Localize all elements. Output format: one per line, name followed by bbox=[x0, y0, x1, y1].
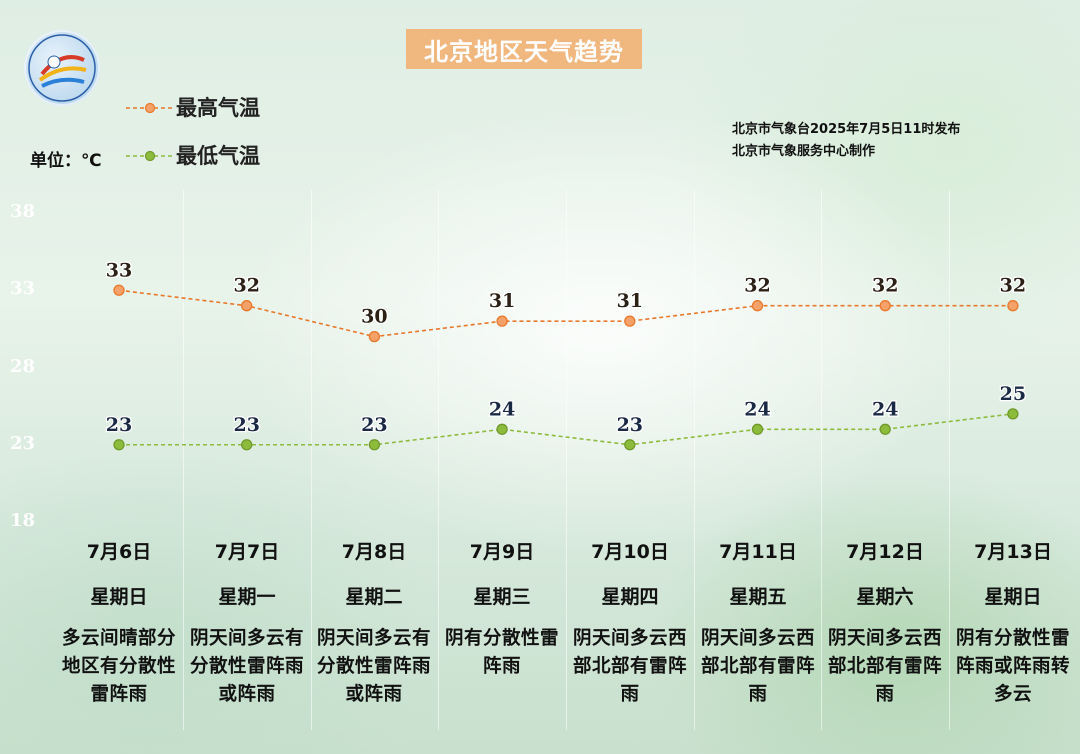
day-column: 7月6日星期日多云间晴部分 地区有分散性 雷阵雨 bbox=[57, 538, 181, 709]
data-point-low bbox=[496, 423, 508, 435]
data-label-low: 23 bbox=[361, 414, 387, 436]
x-tick-date: 7月11日 bbox=[719, 541, 797, 563]
y-tick-label: 18 bbox=[10, 510, 36, 531]
weather-description: 多云间晴部分 地区有分散性 雷阵雨 bbox=[61, 628, 176, 705]
weather-description: 阴有分散性雷 阵雨或阵雨转 多云 bbox=[955, 628, 1070, 705]
data-label-high: 30 bbox=[361, 306, 387, 328]
weekday-label: 星期日 bbox=[984, 586, 1042, 608]
weekday-label: 星期四 bbox=[601, 586, 659, 608]
column-divider bbox=[566, 190, 567, 730]
data-label-low: 23 bbox=[106, 414, 132, 436]
weather-description: 阴天间多云有 分散性雷阵雨 或阵雨 bbox=[189, 628, 304, 705]
weekday-label: 星期一 bbox=[218, 586, 276, 608]
data-point-high bbox=[496, 315, 508, 327]
data-label-low: 24 bbox=[489, 398, 515, 420]
data-label-low: 23 bbox=[233, 414, 259, 436]
x-tick-date: 7月12日 bbox=[846, 541, 924, 563]
data-label-low: 23 bbox=[617, 414, 643, 436]
column-divider bbox=[183, 190, 184, 730]
weekday-label: 星期二 bbox=[345, 586, 403, 608]
weather-description: 阴天间多云西 部北部有雷阵雨 bbox=[572, 628, 687, 705]
day-column: 7月10日星期四阴天间多云西 部北部有雷阵雨 bbox=[568, 538, 692, 709]
data-label-high: 32 bbox=[1000, 275, 1026, 297]
weather-description: 阴天间多云有 分散性雷阵雨 或阵雨 bbox=[316, 628, 431, 705]
day-column: 7月9日星期三阴有分散性雷 阵雨 bbox=[440, 538, 564, 681]
issuer-line-1: 北京市气象台2025年7月5日11时发布 bbox=[732, 122, 961, 137]
weekday-label: 星期日 bbox=[90, 586, 148, 608]
issuer-line-2: 北京市气象服务中心制作 bbox=[732, 144, 876, 159]
data-point-high bbox=[879, 300, 891, 312]
x-tick-date: 7月7日 bbox=[214, 541, 280, 563]
data-label-high: 32 bbox=[744, 275, 770, 297]
legend-swatch-low bbox=[126, 150, 174, 161]
data-label-high: 33 bbox=[106, 259, 132, 281]
x-tick-date: 7月13日 bbox=[974, 541, 1052, 563]
legend-label-high: 最高气温 bbox=[176, 96, 260, 120]
legend-item-low: 最低气温 bbox=[124, 140, 260, 170]
unit-label: 单位：℃ bbox=[30, 151, 102, 171]
legend-item-high: 最高气温 bbox=[124, 92, 260, 122]
data-point-low bbox=[624, 439, 636, 451]
legend-label-low: 最低气温 bbox=[176, 144, 260, 168]
column-divider bbox=[311, 190, 312, 730]
data-label-high: 32 bbox=[872, 275, 898, 297]
data-point-high bbox=[241, 300, 253, 312]
data-point-high bbox=[368, 330, 381, 343]
series-line-high bbox=[118, 289, 1013, 338]
weekday-label: 星期五 bbox=[729, 586, 787, 608]
y-tick-label: 38 bbox=[10, 201, 36, 222]
data-point-low bbox=[368, 439, 381, 451]
column-divider bbox=[949, 190, 950, 730]
series-line-low bbox=[119, 413, 1013, 446]
data-point-low bbox=[113, 439, 125, 451]
y-tick-label: 28 bbox=[10, 355, 36, 377]
x-tick-date: 7月9日 bbox=[469, 541, 535, 563]
data-point-low bbox=[1007, 408, 1019, 420]
weather-description: 阴天间多云西 部北部有雷阵雨 bbox=[700, 628, 815, 705]
data-label-low: 24 bbox=[872, 398, 898, 420]
day-column: 7月11日星期五阴天间多云西 部北部有雷阵雨 bbox=[696, 538, 820, 709]
weekday-label: 星期三 bbox=[473, 586, 531, 608]
data-label-high: 32 bbox=[233, 275, 259, 297]
column-divider bbox=[694, 190, 695, 730]
weather-description: 阴有分散性雷 阵雨 bbox=[444, 628, 559, 677]
logo-emblem-icon bbox=[28, 34, 96, 102]
data-point-low bbox=[751, 423, 764, 435]
data-point-high bbox=[624, 315, 636, 327]
y-tick-label: 23 bbox=[10, 432, 36, 454]
data-label-high: 31 bbox=[489, 290, 515, 312]
data-point-low bbox=[241, 439, 253, 451]
day-column: 7月13日星期日阴有分散性雷 阵雨或阵雨转 多云 bbox=[951, 538, 1075, 709]
x-tick-date: 7月6日 bbox=[86, 541, 152, 563]
weekday-label: 星期六 bbox=[856, 586, 914, 608]
day-column: 7月12日星期六阴天间多云西 部北部有雷阵雨 bbox=[823, 538, 947, 709]
legend-swatch-high bbox=[126, 102, 174, 113]
data-point-high bbox=[751, 300, 764, 312]
data-label-high: 31 bbox=[617, 290, 643, 312]
data-point-high bbox=[113, 284, 125, 296]
day-column: 7月7日星期一阴天间多云有 分散性雷阵雨 或阵雨 bbox=[185, 538, 309, 709]
weather-description: 阴天间多云西 部北部有雷阵雨 bbox=[827, 628, 942, 705]
page-title: 北京地区天气趋势 bbox=[406, 29, 642, 69]
data-label-low: 24 bbox=[744, 398, 770, 420]
data-point-high bbox=[1007, 300, 1019, 312]
y-tick-label: 33 bbox=[10, 278, 36, 300]
data-label-low: 25 bbox=[1000, 383, 1026, 405]
day-column: 7月8日星期二阴天间多云有 分散性雷阵雨 或阵雨 bbox=[312, 538, 436, 709]
column-divider bbox=[438, 190, 439, 730]
x-tick-date: 7月8日 bbox=[341, 541, 407, 563]
x-tick-date: 7月10日 bbox=[591, 541, 669, 563]
meteorological-service-logo bbox=[24, 30, 100, 106]
data-point-low bbox=[879, 423, 891, 435]
column-divider bbox=[821, 190, 822, 730]
